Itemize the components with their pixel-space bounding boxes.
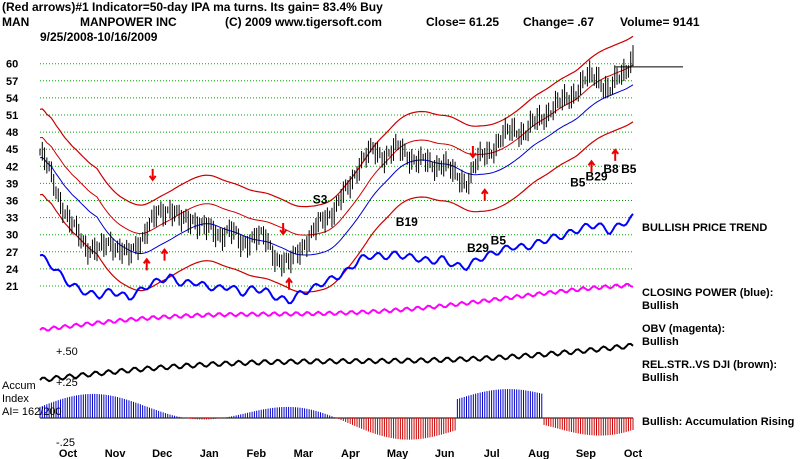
date-range: 9/25/2008-10/16/2009: [40, 30, 158, 44]
y-tick-label: 27: [6, 247, 18, 259]
accum-tick-neg025: -.25: [56, 437, 75, 449]
company-name: MANPOWER INC: [80, 15, 177, 29]
x-tick-label: May: [387, 448, 409, 459]
x-tick-label: Feb: [247, 448, 267, 459]
price-series: [39, 45, 683, 277]
x-tick-label: Aug: [528, 448, 549, 459]
x-tick-label: Nov: [105, 448, 127, 459]
volume-value: Volume= 9141: [620, 15, 700, 29]
trend-label: BULLISH PRICE TREND: [642, 222, 768, 234]
signal-arrow: [160, 247, 169, 261]
signal-arrow: [279, 223, 287, 236]
indicator-line: (Red arrows)#1 Indicator=50-day IPA ma t…: [2, 0, 383, 14]
closing-power-line: [39, 213, 634, 305]
y-tick-label: 51: [6, 110, 18, 122]
accumulation-histogram: [39, 389, 634, 440]
accum-tick-025: +.25: [56, 377, 78, 389]
signal-label: B5: [570, 175, 586, 189]
upper-band: [39, 35, 634, 208]
x-axis: Oct Nov Dec Jan Feb Mar Apr May Jun Jul Aug Sep Oct: [59, 448, 643, 459]
signal-label: B19: [396, 215, 418, 229]
signal-label: B29: [586, 170, 608, 184]
obv-line: [39, 282, 634, 332]
x-tick-label: Oct: [59, 448, 78, 459]
y-tick-label: 57: [6, 76, 18, 88]
y-tick-label: 54: [6, 93, 19, 105]
y-tick-label: 21: [6, 281, 18, 293]
x-tick-label: Mar: [294, 448, 314, 459]
accum-label: Accum: [2, 380, 36, 392]
change-value: Change= .67: [523, 15, 595, 29]
x-tick-label: Sep: [576, 448, 596, 459]
signal-label: B5: [621, 162, 637, 176]
short-ma: [39, 64, 634, 236]
y-axis: 60 57 54 51 48 45 42 39 36 33 30 27 24 21: [6, 59, 19, 293]
closing-power-label: CLOSING POWER (blue):: [642, 287, 774, 299]
relstr-verdict: Bullish: [642, 372, 679, 384]
bollinger-bands: [39, 35, 634, 293]
y-tick-label: 39: [6, 178, 18, 190]
signal-label: B29: [467, 241, 489, 255]
accum-verdict: Bullish: Accumulation Rising: [642, 416, 795, 428]
y-tick-label: 30: [6, 230, 18, 242]
x-tick-label: Jul: [484, 448, 500, 459]
long-ma: [39, 84, 634, 256]
y-tick-label: 33: [6, 213, 18, 225]
obv-label: OBV (magenta):: [642, 323, 726, 335]
symbol: MAN: [2, 15, 30, 29]
relstr-line: [39, 342, 634, 383]
x-tick-label: Jan: [200, 448, 219, 459]
y-tick-label: 60: [6, 59, 18, 71]
x-tick-label: Dec: [152, 448, 172, 459]
relstr-label: REL.STR..VS DJI (brown):: [642, 359, 778, 371]
signal-label: B5: [491, 233, 507, 247]
x-tick-label: Jun: [435, 448, 455, 459]
y-tick-label: 42: [6, 161, 18, 173]
signal-arrow: [611, 148, 620, 161]
signal-arrow: [285, 277, 293, 290]
y-tick-label: 48: [6, 127, 18, 139]
signal-arrow: [480, 188, 489, 201]
index-label: Index: [2, 393, 29, 405]
x-tick-label: Oct: [624, 448, 643, 459]
copyright: (C) 2009 www.tigersoft.com: [225, 15, 382, 29]
signal-arrow: [142, 257, 151, 271]
ai-label: AI= 162/200: [2, 406, 62, 418]
y-tick-label: 36: [6, 196, 18, 208]
obv-verdict: Bullish: [642, 336, 679, 348]
close-value: Close= 61.25: [426, 15, 500, 29]
lower-band: [39, 121, 634, 293]
signal-arrow: [148, 168, 157, 182]
y-tick-label: 24: [6, 264, 19, 276]
x-tick-label: Apr: [341, 448, 361, 459]
signal-arrow: [587, 159, 596, 173]
indicator-panels: [39, 213, 634, 383]
accum-tick-050: +.50: [56, 346, 78, 358]
signal-label: S3: [313, 192, 328, 206]
closing-power-verdict: Bullish: [642, 300, 679, 312]
y-tick-label: 45: [6, 144, 18, 156]
signal-label: B8: [603, 162, 619, 176]
signal-arrow: [469, 146, 477, 159]
